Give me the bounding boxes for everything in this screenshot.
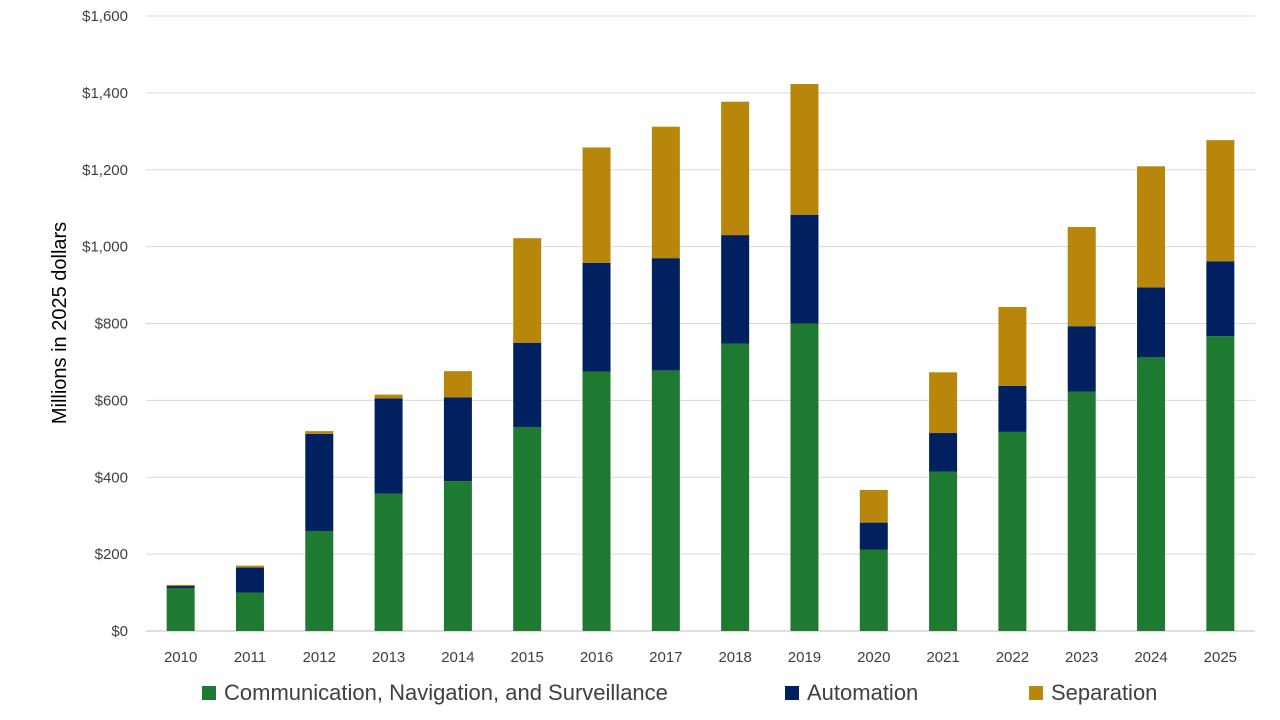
bar-segment-automation-2011 — [235, 567, 264, 593]
bar-segment-cns-2011 — [235, 592, 264, 631]
bar-segment-separation-2017 — [651, 126, 680, 259]
legend-swatch — [202, 686, 216, 700]
legend-label: Communication, Navigation, and Surveilla… — [224, 680, 668, 705]
y-tick-label: $200 — [95, 546, 128, 563]
x-tick-label: 2023 — [1065, 649, 1098, 666]
bar-segment-automation-2016 — [582, 262, 611, 372]
x-tick-label: 2014 — [441, 649, 474, 666]
y-tick-label: $800 — [95, 316, 128, 333]
x-tick-label: 2022 — [996, 649, 1029, 666]
bar-segment-cns-2018 — [721, 343, 750, 631]
x-tick-label: 2011 — [234, 649, 266, 666]
bar-segment-separation-2012 — [305, 431, 334, 434]
bar-segment-cns-2012 — [305, 531, 334, 631]
bar-segment-separation-2019 — [790, 84, 819, 215]
bar-segment-separation-2015 — [513, 238, 542, 343]
y-tick-label: $1,400 — [82, 85, 128, 102]
bar-segment-separation-2014 — [443, 371, 472, 398]
bar-segment-cns-2019 — [790, 323, 819, 631]
bar-segment-cns-2015 — [513, 427, 542, 631]
bar-segment-cns-2024 — [1137, 357, 1166, 631]
bar-segment-automation-2024 — [1137, 287, 1166, 358]
bar-segment-separation-2023 — [1067, 227, 1096, 327]
bar-segment-separation-2011 — [235, 565, 264, 568]
bar-segment-separation-2018 — [721, 101, 750, 236]
axes: $0 $200 $400 $600 $800 $1,000 $1,200 $1,400 $1,6… — [82, 8, 1237, 666]
bars — [166, 84, 1235, 631]
x-tick-label: 2016 — [580, 649, 613, 666]
bar-segment-automation-2022 — [998, 385, 1027, 432]
bar-segment-automation-2014 — [443, 397, 472, 482]
legend-label: Separation — [1051, 680, 1157, 705]
y-tick-label: $400 — [95, 469, 128, 486]
bar-segment-automation-2010 — [166, 586, 195, 588]
bar-segment-cns-2025 — [1206, 336, 1235, 631]
bar-segment-automation-2013 — [374, 398, 403, 494]
bar-segment-separation-2013 — [374, 394, 403, 399]
bar-segment-automation-2021 — [929, 433, 958, 472]
y-tick-label: $1,200 — [82, 162, 128, 179]
x-tick-label: 2024 — [1134, 649, 1167, 666]
bar-segment-separation-2025 — [1206, 140, 1235, 262]
bar-segment-automation-2018 — [721, 235, 750, 344]
bar-segment-separation-2021 — [929, 372, 958, 434]
x-tick-label: 2012 — [303, 649, 336, 666]
x-tick-label: 2020 — [857, 649, 890, 666]
legend-swatch — [785, 686, 799, 700]
bar-segment-separation-2016 — [582, 147, 611, 263]
x-tick-label: 2021 — [926, 649, 959, 666]
x-tick-label: 2013 — [372, 649, 405, 666]
bar-segment-automation-2019 — [790, 214, 819, 324]
y-axis-title: Millions in 2025 dollars — [49, 222, 71, 424]
legend: Communication, Navigation, and Surveilla… — [202, 680, 1157, 705]
bar-segment-automation-2017 — [651, 258, 680, 371]
bar-segment-cns-2016 — [582, 371, 611, 631]
bar-segment-automation-2025 — [1206, 261, 1235, 337]
y-tick-label: $1,600 — [82, 8, 128, 25]
bar-segment-automation-2015 — [513, 342, 542, 428]
bar-segment-cns-2021 — [929, 471, 958, 631]
x-tick-label: 2025 — [1204, 649, 1237, 666]
legend-swatch — [1029, 686, 1043, 700]
bar-segment-separation-2022 — [998, 306, 1027, 386]
bar-segment-cns-2022 — [998, 431, 1027, 631]
bar-segment-separation-2020 — [859, 489, 888, 523]
bar-segment-cns-2014 — [443, 481, 472, 631]
bar-segment-automation-2012 — [305, 433, 334, 532]
x-tick-label: 2015 — [511, 649, 544, 666]
y-tick-label: $0 — [111, 623, 128, 640]
y-tick-label: $1,000 — [82, 239, 128, 256]
x-tick-label: 2010 — [164, 649, 197, 666]
bar-segment-cns-2020 — [859, 549, 888, 631]
x-tick-label: 2019 — [788, 649, 821, 666]
bar-segment-automation-2023 — [1067, 326, 1096, 392]
legend-label: Automation — [807, 680, 918, 705]
x-tick-label: 2018 — [718, 649, 751, 666]
bar-segment-cns-2023 — [1067, 391, 1096, 631]
y-tick-label: $600 — [95, 392, 128, 409]
x-tick-label: 2017 — [649, 649, 682, 666]
bar-segment-cns-2010 — [166, 587, 195, 631]
bar-segment-separation-2010 — [166, 584, 195, 587]
bar-segment-automation-2020 — [859, 522, 888, 550]
bar-segment-cns-2013 — [374, 493, 403, 631]
bar-segment-separation-2024 — [1137, 166, 1166, 288]
bar-segment-cns-2017 — [651, 370, 680, 631]
